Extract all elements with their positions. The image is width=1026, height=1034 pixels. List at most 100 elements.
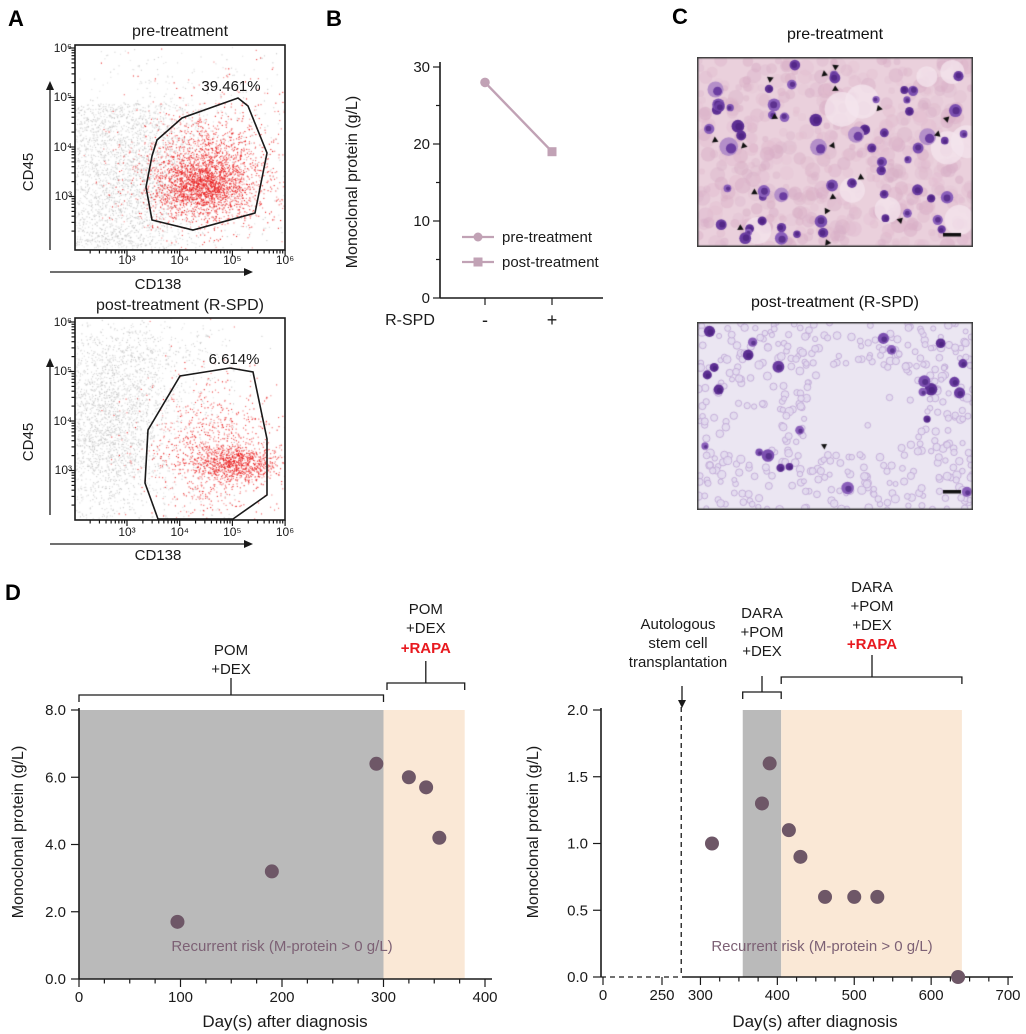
data-series [480, 77, 557, 157]
data-point [264, 864, 279, 879]
flow-plot-title: pre-treatment [132, 23, 229, 40]
y-tick-label: 1.0 [567, 836, 588, 853]
flow-plot-pretreatment: pre-treatment 39.461% 10⁶ 10⁵ 10⁴ 10³ 10… [20, 23, 294, 293]
treatment-regions [742, 710, 962, 977]
x-tick-label: 10³ [118, 253, 135, 267]
x-axis-title: CD138 [135, 276, 182, 293]
axis-ticks [71, 709, 486, 987]
y-axis-title: Monoclonal protein (g/L) [525, 746, 542, 919]
y-tick-label: 10⁴ [53, 414, 72, 428]
y-tick-label: 10⁶ [54, 315, 72, 329]
x-tick-label: 10⁴ [170, 253, 189, 267]
x-axis-title: Day(s) after diagnosis [732, 1012, 897, 1031]
data-point [432, 830, 447, 845]
flow-plot-pretreatment-dots [75, 45, 285, 250]
y-tick-label: 10³ [55, 189, 72, 203]
x-tick-label: 0 [599, 987, 607, 1004]
y-tick-label: 2.0 [567, 702, 588, 719]
series-line [484, 81, 553, 153]
legend-label-post: post-treatment [502, 254, 600, 271]
x-tick-label: 0 [75, 989, 83, 1006]
data-point-square [547, 147, 557, 157]
flow-plot-posttreatment-dots [75, 318, 285, 520]
x-tick-label: 10⁵ [223, 253, 241, 267]
flow-gate-polygon [144, 367, 268, 520]
y-tick-label: 10³ [55, 463, 72, 477]
data-point-circle [480, 77, 490, 88]
y-axis-arrowhead-icon [46, 358, 54, 367]
x-tick-label: 10⁵ [223, 525, 241, 539]
treatment-region [383, 710, 465, 979]
x-axis-title: CD138 [135, 547, 182, 564]
bracket-pom-dex-rapa [386, 661, 466, 690]
x-axis-title: Day(s) after diagnosis [202, 1012, 367, 1031]
panel-label-b: B [326, 6, 342, 31]
data-point [781, 823, 796, 838]
x-tick-label: 300 [371, 989, 396, 1006]
data-point [818, 889, 833, 904]
micrograph-title-post: post-treatment (R-SPD) [750, 294, 920, 311]
x-tick-label: 10⁶ [276, 253, 294, 267]
y-axis-arrowhead-icon [46, 81, 54, 90]
flow-gate-polygon [145, 97, 268, 231]
data-point [762, 756, 777, 771]
flow-plot-title: post-treatment (R-SPD) [96, 297, 264, 314]
data-point [170, 914, 185, 929]
y-axis-title: Monoclonal protein (g/L) [344, 96, 361, 269]
x-tick-label-minus: - [482, 310, 488, 330]
y-axis-title: CD45 [20, 153, 37, 191]
bracket-dara-pom-dex [742, 676, 782, 699]
x-tick-label: 400 [472, 989, 497, 1006]
x-tick-label: 200 [269, 989, 294, 1006]
y-tick-label: 0 [422, 290, 430, 307]
annotation-line: POM [409, 601, 443, 618]
y-tick-label: 10⁶ [54, 41, 72, 55]
panel-label-a: A [8, 6, 24, 31]
annotation-line: +POM [851, 598, 894, 615]
y-tick-label: 6.0 [45, 769, 66, 786]
x-tick-label: 700 [995, 987, 1020, 1004]
x-axis-title: R-SPD [385, 312, 435, 329]
sct-label-line: stem cell [648, 635, 707, 652]
axis-ticks [593, 709, 1009, 985]
annotation-line: DARA [741, 605, 783, 622]
x-tick-label: 600 [919, 987, 944, 1004]
legend: pre-treatment post-treatment [462, 229, 600, 271]
x-tick-label: 500 [842, 987, 867, 1004]
y-tick-label: 8.0 [45, 702, 66, 719]
panel-label-c: C [672, 4, 688, 29]
bracket-pom-dex [78, 678, 385, 702]
gate-percent-label: 39.461% [201, 78, 260, 95]
y-tick-label: 1.5 [567, 769, 588, 786]
sct-arrowhead-icon [678, 700, 686, 708]
annotation-line: +DEX [211, 661, 251, 678]
y-axis-title: Monoclonal protein (g/L) [10, 746, 27, 919]
y-tick-label: 4.0 [45, 837, 66, 854]
y-tick-label: 10⁴ [53, 140, 72, 154]
y-tick-label: 20 [413, 136, 430, 153]
recurrent-risk-text: Recurrent risk (M-protein > 0 g/L) [711, 938, 932, 955]
y-tick-label: 10 [413, 213, 430, 230]
treatment-regions [79, 710, 465, 979]
mprotein-scatter-right: Recurrent risk (M-protein > 0 g/L) 2.0 1… [525, 579, 1021, 1031]
flow-plot-frame [74, 44, 286, 251]
y-tick-label: 0.0 [567, 969, 588, 986]
x-axis-arrowhead-icon [244, 540, 253, 548]
data-point [847, 889, 862, 904]
annotation-line-rapa: +RAPA [847, 636, 897, 653]
annotation-line: +POM [741, 624, 784, 641]
data-points [704, 756, 966, 984]
y-tick-label: 30 [413, 59, 430, 76]
annotation-line: +DEX [406, 620, 446, 637]
y-tick-label: 0.5 [567, 902, 588, 919]
y-axis-title: CD45 [20, 423, 37, 461]
data-points [170, 756, 447, 929]
data-point [870, 889, 885, 904]
data-point [401, 770, 416, 785]
micrograph-pretreatment [697, 57, 973, 247]
data-point [754, 796, 769, 811]
flow-axis-ticks [69, 321, 286, 526]
flow-axis-ticks [69, 47, 286, 256]
micrograph-posttreatment [697, 322, 973, 510]
panel-label-d: D [5, 580, 21, 605]
